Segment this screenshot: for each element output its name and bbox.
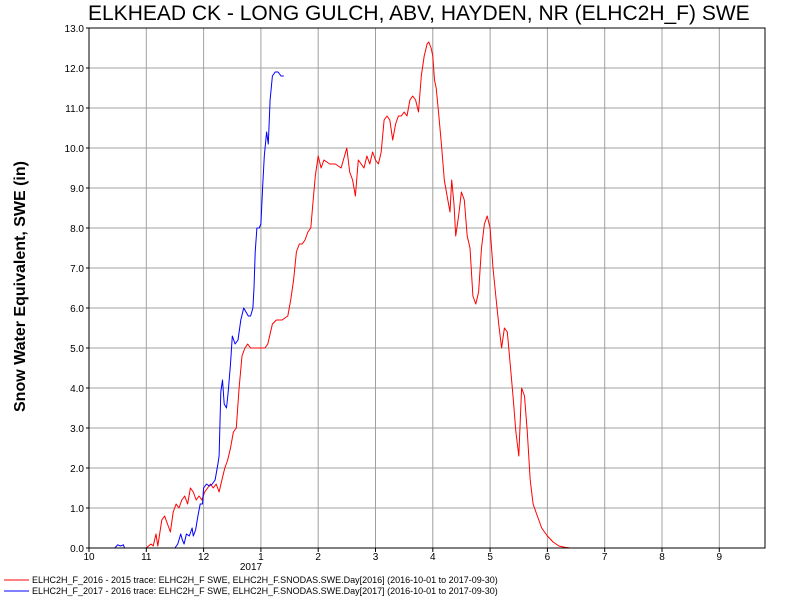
series-layer [114, 41, 571, 549]
year-label: 2017 [240, 562, 263, 573]
y-tick-labels: 0.0 1.0 2.0 3.0 4.0 5.0 6.0 7.0 8.0 9.0 10.0 11.0 12… [65, 24, 89, 555]
series-line-2 [114, 71, 284, 549]
y-tick-label: 5.0 [70, 344, 84, 355]
y-tick-label: 2.0 [70, 464, 84, 475]
y-tick-label: 1.0 [70, 504, 84, 515]
y-tick-label: 12.0 [65, 64, 85, 75]
y-tick-label: 4.0 [70, 384, 84, 395]
x-tick-label: 1 [258, 552, 264, 563]
y-tick-label: 10.0 [65, 144, 85, 155]
legend-entry: ELHC2H_F_2017 - 2016 trace: ELHC2H_F SWE… [32, 586, 498, 596]
x-tick-label: 8 [659, 552, 665, 563]
x-tick-labels: 10 11 12 1 2 3 4 5 6 7 8 9 [83, 548, 723, 563]
y-tick-label: 11.0 [65, 104, 84, 115]
y-tick-label: 6.0 [70, 304, 84, 315]
chart-title: ELKHEAD CK - LONG GULCH, ABV, HAYDEN, NR… [88, 2, 750, 25]
legend: ELHC2H_F_2016 - 2015 trace: ELHC2H_F SWE… [4, 575, 498, 596]
x-tick-label: 7 [602, 552, 608, 563]
x-tick-label: 3 [373, 552, 379, 563]
y-tick-label: 0.0 [70, 544, 84, 555]
y-tick-label: 13.0 [65, 24, 85, 35]
x-tick-label: 2 [315, 552, 321, 563]
x-tick-label: 5 [487, 552, 493, 563]
series-line-1 [145, 41, 571, 549]
y-tick-label: 8.0 [70, 224, 84, 235]
y-tick-label: 7.0 [70, 264, 84, 275]
y-tick-label: 3.0 [70, 424, 84, 435]
x-tick-label: 6 [545, 552, 551, 563]
grid-lines [89, 28, 765, 548]
x-tick-label: 9 [717, 552, 723, 563]
legend-entry: ELHC2H_F_2016 - 2015 trace: ELHC2H_F SWE… [32, 575, 498, 585]
x-tick-label: 10 [83, 552, 95, 563]
x-tick-label: 12 [198, 552, 210, 563]
x-tick-label: 4 [430, 552, 436, 563]
plot-frame [88, 27, 766, 549]
y-tick-label: 9.0 [70, 184, 84, 195]
x-tick-label: 11 [141, 552, 152, 563]
